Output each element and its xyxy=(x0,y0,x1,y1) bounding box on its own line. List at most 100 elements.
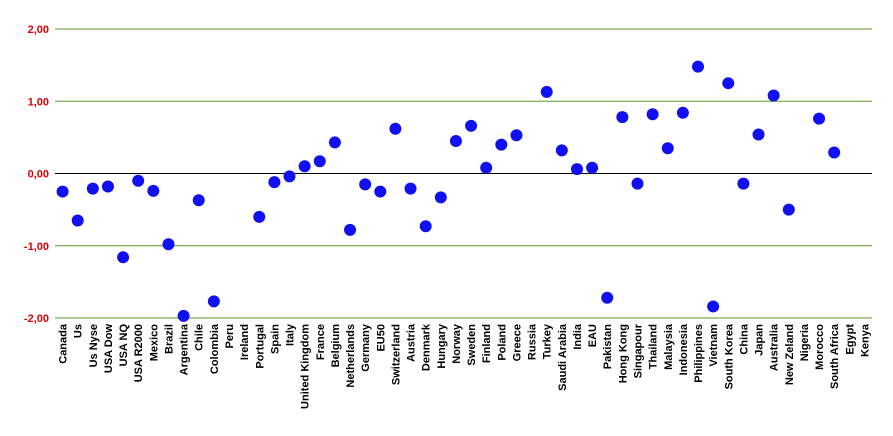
dot xyxy=(707,300,720,313)
dot xyxy=(298,160,311,173)
x-tick-label: Indonesia xyxy=(678,323,690,375)
dot xyxy=(555,144,568,157)
dot xyxy=(737,177,750,190)
x-tick-label: South Korea xyxy=(723,323,735,389)
x-tick-label: Mexico xyxy=(148,324,160,362)
dot xyxy=(752,128,765,141)
dot xyxy=(540,85,553,98)
x-tick-label: Colombia xyxy=(209,323,221,374)
dot xyxy=(147,184,160,197)
dot xyxy=(601,291,614,304)
dot xyxy=(465,119,478,132)
dot xyxy=(480,161,493,174)
dot xyxy=(828,146,841,159)
x-tick-label: Portugal xyxy=(254,324,266,369)
x-tick-label: Us Nyse xyxy=(88,324,100,367)
x-tick-label: France xyxy=(315,324,327,360)
y-tick-label: -1,00 xyxy=(24,241,49,253)
dot xyxy=(374,185,387,198)
dot xyxy=(661,142,674,155)
x-tick-label: United Kingdom xyxy=(300,324,312,409)
x-tick-label: Switzerland xyxy=(390,324,402,385)
dot xyxy=(692,60,705,73)
dot xyxy=(570,163,583,176)
dot xyxy=(101,180,114,193)
dot xyxy=(253,210,266,223)
x-tick-label: Morocco xyxy=(814,324,826,370)
x-tick-label: Japan xyxy=(754,324,766,356)
dot xyxy=(404,182,417,195)
dot xyxy=(676,106,689,119)
x-tick-label: Brazil xyxy=(163,324,175,354)
dot xyxy=(71,214,84,227)
x-tick-label: Finland xyxy=(481,324,493,363)
dot xyxy=(586,161,599,174)
x-tick-label: Belgium xyxy=(330,324,342,368)
dot xyxy=(359,178,372,191)
x-tick-label: Ireland xyxy=(239,324,251,360)
x-tick-label: Canada xyxy=(58,323,70,364)
y-tick-label: -2,00 xyxy=(24,313,49,325)
dot xyxy=(283,170,296,183)
x-tick-label: India xyxy=(572,323,584,350)
x-tick-label: Russia xyxy=(527,323,539,360)
y-tick-label: 2,00 xyxy=(28,24,49,36)
x-tick-label: New Zeland xyxy=(784,324,796,385)
x-tick-label: Nigeria xyxy=(799,323,811,361)
x-tick-label: Norway xyxy=(451,323,463,364)
x-tick-label: EU50 xyxy=(375,324,387,352)
x-tick-label: USA NQ xyxy=(118,324,130,367)
dot xyxy=(344,223,357,236)
dot xyxy=(313,155,326,168)
dot xyxy=(56,185,69,198)
dot xyxy=(86,182,99,195)
dot xyxy=(631,177,644,190)
dot xyxy=(495,138,508,151)
dot xyxy=(616,111,629,124)
x-tick-label: Us xyxy=(73,324,85,338)
x-tick-label: Austria xyxy=(406,323,418,362)
x-tick-label: EAU xyxy=(587,324,599,347)
x-tick-label: Poland xyxy=(496,324,508,361)
dot xyxy=(132,174,145,187)
x-tick-label: Kenya xyxy=(859,323,871,357)
x-tick-label: Spain xyxy=(269,324,281,354)
dot xyxy=(268,176,281,189)
x-tick-label: Denmark xyxy=(421,323,433,371)
x-tick-label: Hungary xyxy=(436,323,448,369)
x-tick-label: Turkey xyxy=(542,323,554,359)
x-tick-label: Italy xyxy=(285,323,297,346)
dot xyxy=(117,251,130,264)
x-tick-label: China xyxy=(738,323,750,354)
x-tick-label: Thailand xyxy=(648,324,660,369)
dot xyxy=(449,134,462,147)
x-tick-label: Argentina xyxy=(179,323,191,375)
x-tick-label: Netherlands xyxy=(345,324,357,388)
dot xyxy=(419,220,432,233)
x-tick-label: Germany xyxy=(360,323,372,372)
dot xyxy=(782,203,795,216)
x-tick-label: Philippines xyxy=(693,324,705,383)
x-tick-label: Egypt xyxy=(844,324,856,355)
x-tick-label: USA R2000 xyxy=(133,324,145,382)
x-tick-label: Vietnam xyxy=(708,324,720,367)
dot xyxy=(328,136,341,149)
dot xyxy=(177,309,190,322)
dot xyxy=(389,122,402,135)
dot xyxy=(767,89,780,102)
y-tick-label: 1,00 xyxy=(28,96,49,108)
dot xyxy=(510,129,523,142)
x-tick-label: Australia xyxy=(769,323,781,371)
x-tick-label: Peru xyxy=(224,324,236,348)
x-tick-label: Chile xyxy=(194,324,206,351)
dot xyxy=(434,191,447,204)
dot xyxy=(646,108,659,121)
x-tick-label: South Africa xyxy=(829,323,841,389)
x-tick-label: Hong Kong xyxy=(617,324,629,383)
x-tick-label: Pakistan xyxy=(602,324,614,370)
x-tick-label: Sweden xyxy=(466,324,478,366)
dot xyxy=(207,295,220,308)
dot xyxy=(192,194,205,207)
y-tick-label: 0,00 xyxy=(28,169,49,181)
